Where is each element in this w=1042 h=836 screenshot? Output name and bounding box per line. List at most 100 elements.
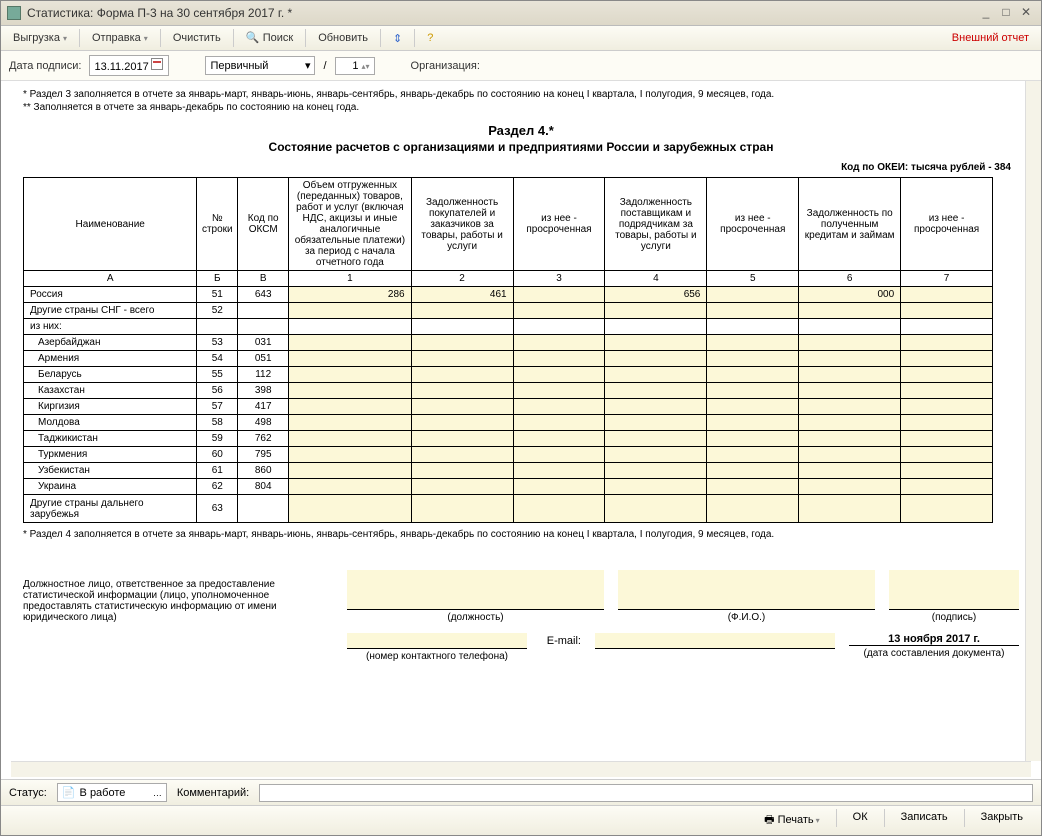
value-cell[interactable] — [605, 303, 707, 319]
value-cell[interactable] — [513, 303, 605, 319]
value-cell[interactable] — [799, 495, 901, 523]
value-cell[interactable]: 000 — [799, 287, 901, 303]
value-cell[interactable] — [901, 479, 993, 495]
value-cell[interactable] — [707, 383, 799, 399]
value-cell[interactable] — [799, 383, 901, 399]
value-cell[interactable] — [289, 303, 411, 319]
value-cell[interactable] — [411, 495, 513, 523]
value-cell[interactable] — [411, 415, 513, 431]
value-cell[interactable] — [901, 447, 993, 463]
value-cell[interactable] — [707, 495, 799, 523]
value-cell[interactable] — [605, 479, 707, 495]
value-cell[interactable] — [901, 287, 993, 303]
search-button[interactable]: 🔍Поиск — [240, 29, 299, 47]
sign-field[interactable] — [889, 570, 1019, 610]
value-cell[interactable] — [605, 415, 707, 431]
expand-button[interactable]: ⇕ — [387, 30, 408, 47]
value-cell[interactable]: 286 — [289, 287, 411, 303]
value-cell[interactable] — [901, 399, 993, 415]
value-cell[interactable] — [513, 335, 605, 351]
status-select[interactable]: 📄В работе… — [57, 783, 167, 802]
value-cell[interactable] — [901, 335, 993, 351]
value-cell[interactable] — [901, 383, 993, 399]
value-cell[interactable] — [513, 351, 605, 367]
vertical-scrollbar[interactable] — [1025, 81, 1041, 761]
value-cell[interactable] — [901, 351, 993, 367]
close-footer-button[interactable]: Закрыть — [971, 809, 1033, 832]
value-cell[interactable] — [901, 415, 993, 431]
value-cell[interactable] — [799, 431, 901, 447]
value-cell[interactable] — [605, 495, 707, 523]
value-cell[interactable] — [289, 399, 411, 415]
value-cell[interactable] — [513, 479, 605, 495]
external-report-link[interactable]: Внешний отчет — [946, 30, 1035, 46]
value-cell[interactable] — [901, 463, 993, 479]
value-cell[interactable] — [289, 431, 411, 447]
value-cell[interactable] — [411, 351, 513, 367]
value-cell[interactable] — [513, 367, 605, 383]
value-cell[interactable] — [513, 383, 605, 399]
value-cell[interactable] — [707, 447, 799, 463]
value-cell[interactable] — [707, 463, 799, 479]
value-cell[interactable] — [513, 431, 605, 447]
minimize-button[interactable]: _ — [977, 5, 995, 21]
phone-field[interactable] — [347, 633, 527, 649]
value-cell[interactable] — [799, 447, 901, 463]
value-cell[interactable] — [411, 303, 513, 319]
correction-number-input[interactable]: 1 ▴▾ — [335, 57, 375, 75]
date-input[interactable]: 13.11.2017 — [89, 55, 169, 76]
value-cell[interactable] — [411, 335, 513, 351]
value-cell[interactable] — [707, 287, 799, 303]
value-cell[interactable] — [605, 335, 707, 351]
value-cell[interactable] — [707, 367, 799, 383]
value-cell[interactable] — [411, 479, 513, 495]
value-cell[interactable] — [707, 351, 799, 367]
value-cell[interactable] — [411, 463, 513, 479]
value-cell[interactable] — [605, 399, 707, 415]
value-cell[interactable] — [901, 431, 993, 447]
value-cell[interactable] — [289, 351, 411, 367]
value-cell[interactable] — [605, 351, 707, 367]
fio-field[interactable] — [618, 570, 875, 610]
value-cell[interactable] — [707, 399, 799, 415]
value-cell[interactable] — [707, 303, 799, 319]
value-cell[interactable] — [411, 431, 513, 447]
value-cell[interactable]: 461 — [411, 287, 513, 303]
value-cell[interactable] — [799, 415, 901, 431]
value-cell[interactable] — [605, 383, 707, 399]
value-cell[interactable] — [513, 415, 605, 431]
value-cell[interactable] — [289, 463, 411, 479]
value-cell[interactable] — [605, 447, 707, 463]
value-cell[interactable] — [799, 335, 901, 351]
value-cell[interactable] — [901, 495, 993, 523]
close-button[interactable]: ✕ — [1017, 5, 1035, 21]
horizontal-scrollbar[interactable] — [11, 761, 1031, 777]
calendar-icon[interactable] — [151, 58, 163, 70]
value-cell[interactable] — [605, 463, 707, 479]
help-button[interactable]: ? — [421, 30, 439, 46]
value-cell[interactable] — [289, 495, 411, 523]
value-cell[interactable] — [799, 479, 901, 495]
value-cell[interactable] — [799, 367, 901, 383]
value-cell[interactable] — [707, 479, 799, 495]
comment-input[interactable] — [259, 784, 1033, 802]
value-cell[interactable] — [289, 335, 411, 351]
value-cell[interactable] — [411, 447, 513, 463]
value-cell[interactable] — [901, 303, 993, 319]
value-cell[interactable] — [411, 367, 513, 383]
value-cell[interactable] — [799, 399, 901, 415]
save-button[interactable]: Записать — [891, 809, 958, 832]
value-cell[interactable] — [289, 479, 411, 495]
send-button[interactable]: Отправка▾ — [86, 30, 154, 46]
value-cell[interactable] — [901, 367, 993, 383]
value-cell[interactable] — [513, 495, 605, 523]
value-cell[interactable] — [707, 415, 799, 431]
print-button[interactable]: 🖶 Печать▾ — [754, 809, 830, 832]
report-type-select[interactable]: Первичный▾ — [205, 56, 315, 75]
value-cell[interactable] — [707, 335, 799, 351]
value-cell[interactable] — [289, 383, 411, 399]
value-cell[interactable] — [605, 431, 707, 447]
export-button[interactable]: Выгрузка▾ — [7, 30, 73, 46]
refresh-button[interactable]: Обновить — [312, 30, 374, 46]
value-cell[interactable] — [799, 351, 901, 367]
